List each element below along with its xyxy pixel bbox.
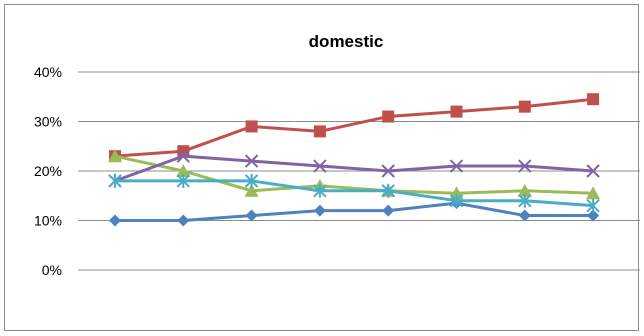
series-line [114, 154, 594, 183]
data-point [244, 173, 259, 188]
y-tick-label: 0% [42, 262, 62, 278]
data-point [517, 183, 532, 197]
data-point [176, 173, 191, 188]
data-point [109, 214, 121, 227]
series-group [108, 93, 601, 227]
data-point [245, 120, 258, 133]
series-2 [109, 93, 600, 163]
data-point [518, 100, 531, 113]
data-point [244, 154, 259, 168]
data-point [382, 110, 395, 123]
data-point [108, 173, 122, 188]
data-point [587, 93, 600, 106]
y-tick-label: 10% [34, 213, 62, 229]
data-point [586, 164, 600, 178]
data-point [518, 209, 531, 222]
data-point [177, 214, 190, 227]
gridlines [78, 71, 640, 271]
series-line [115, 201, 594, 222]
data-point [313, 183, 327, 198]
data-point [176, 164, 191, 177]
series-1 [109, 197, 600, 227]
data-point [586, 186, 601, 200]
y-tick-label: 40% [34, 64, 62, 80]
y-tick-label: 20% [34, 163, 62, 179]
data-point [587, 209, 600, 222]
data-point [586, 198, 600, 213]
data-point [108, 149, 122, 163]
data-point [381, 183, 395, 198]
chart-title: domestic [309, 32, 384, 51]
data-point [518, 193, 532, 208]
series-line [114, 97, 594, 158]
series-line [115, 179, 594, 208]
series-5 [108, 173, 600, 213]
data-point [518, 159, 532, 173]
data-point [176, 149, 191, 163]
data-point [245, 209, 258, 222]
data-point [313, 159, 327, 173]
data-point [382, 204, 395, 217]
data-point [313, 125, 326, 138]
series-line [114, 154, 594, 195]
data-point [449, 159, 464, 173]
data-point [244, 183, 259, 197]
data-point [381, 164, 395, 178]
data-point [450, 105, 463, 118]
data-point [449, 193, 464, 208]
y-axis-ticks: 0% 10% 20% 30% 40% [34, 64, 62, 278]
y-tick-label: 30% [34, 114, 62, 130]
data-point [313, 204, 326, 217]
